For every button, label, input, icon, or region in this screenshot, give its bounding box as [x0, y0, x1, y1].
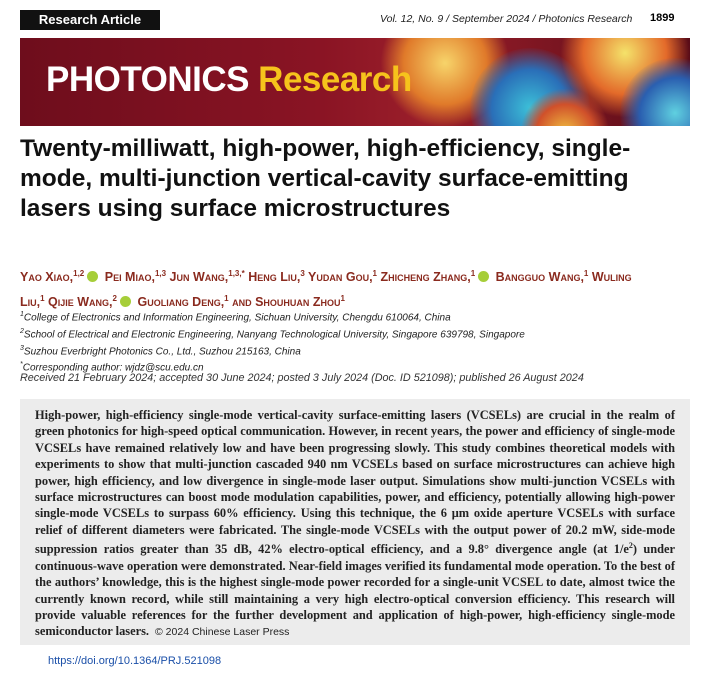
author-name: Heng Liu, [248, 270, 301, 285]
affiliations: 1College of Electronics and Information … [20, 308, 525, 375]
affiliation: 1College of Electronics and Information … [20, 308, 525, 325]
page-number: 1899 [650, 12, 675, 24]
superscript: 1 [20, 311, 24, 318]
superscript: 1 [340, 294, 345, 304]
paper-title: Twenty-milliwatt, high-power, high-effic… [20, 135, 631, 222]
journal-name: PHOTONICS Research [46, 60, 412, 100]
author-name: Guoliang Deng, [137, 295, 225, 310]
author: Heng Liu,3 [248, 269, 305, 285]
author: Bangguo Wang,1 [495, 269, 589, 285]
abstract-text: High-power, high-efficiency single-mode … [35, 408, 675, 557]
superscript: 2 [112, 294, 117, 304]
author: Jun Wang,1,3,* [169, 269, 245, 285]
author: Qijie Wang,2 [48, 294, 134, 310]
copyright: © 2024 Chinese Laser Press [155, 626, 290, 639]
author: Yao Xiao,1,2 [20, 269, 101, 285]
author: Pei Miao,1,3 [104, 269, 167, 285]
author-name: Pei Miao, [104, 270, 155, 285]
superscript: 1,3 [154, 269, 167, 278]
superscript: 2 [20, 327, 24, 335]
citation: Vol. 12, No. 9 / September 2024 / Photon… [380, 13, 633, 25]
superscript: 3 [300, 269, 305, 278]
author-name: Yudan Gou, [308, 270, 373, 285]
author: Zhicheng Zhang,1 [380, 269, 492, 285]
affiliation: 2School of Electrical and Electronic Eng… [20, 325, 525, 342]
author: Wuling Liu,1 [20, 270, 632, 309]
author: Guoliang Deng,1 [137, 294, 229, 310]
author-name: Jun Wang, [169, 270, 229, 285]
superscript: 3 [20, 344, 24, 352]
journal-word: PHOTONICS [46, 60, 249, 99]
superscript: 1,2 [73, 269, 85, 278]
author-list: Yao Xiao,1,2 Pei Miao,1,3 Jun Wang,1,3,*… [20, 263, 640, 313]
abstract-text: ) under continuous-wave operation were d… [35, 542, 675, 639]
author-name: Zhicheng Zhang, [380, 270, 471, 285]
author-name: Yao Xiao, [20, 270, 74, 285]
superscript: 1 [583, 269, 589, 278]
superscript: 1 [470, 269, 476, 278]
superscript: 1 [224, 294, 229, 304]
history: Received 21 February 2024; accepted 30 J… [20, 372, 584, 384]
article-type: Research Article [20, 10, 160, 30]
superscript: * [20, 361, 23, 369]
superscript: 1,3,* [228, 269, 245, 278]
author: and Shouhuan Zhou1 [232, 294, 345, 310]
journal-word: Research [258, 60, 412, 99]
author-name: Bangguo Wang, [495, 270, 584, 285]
orcid-icon [119, 296, 131, 308]
superscript: 1 [372, 269, 377, 278]
affiliation-text: School of Electrical and Electronic Engi… [23, 329, 525, 341]
journal-banner: PHOTONICS Research [20, 38, 690, 126]
orcid-icon [478, 271, 490, 283]
author-name: Qijie Wang, [48, 295, 113, 310]
author-name: Wuling Liu, [20, 270, 632, 310]
abstract: High-power, high-efficiency single-mode … [20, 399, 690, 645]
affiliation: *Corresponding author: wjdz@scu.edu.cn [20, 358, 525, 375]
author: Yudan Gou,1 [308, 269, 377, 285]
orcid-icon [87, 271, 99, 283]
affiliation-text: Suzhou Everbright Photonics Co., Ltd., S… [23, 345, 301, 357]
superscript: 2 [628, 541, 633, 551]
superscript: 1 [40, 294, 45, 304]
affiliation-text: Corresponding author: wjdz@scu.edu.cn [22, 362, 204, 374]
doi-link[interactable]: https://doi.org/10.1364/PRJ.521098 [48, 655, 222, 667]
affiliation: 3Suzhou Everbright Photonics Co., Ltd., … [20, 342, 525, 359]
affiliation-text: College of Electronics and Information E… [23, 312, 451, 324]
author-name: and Shouhuan Zhou [232, 295, 341, 310]
